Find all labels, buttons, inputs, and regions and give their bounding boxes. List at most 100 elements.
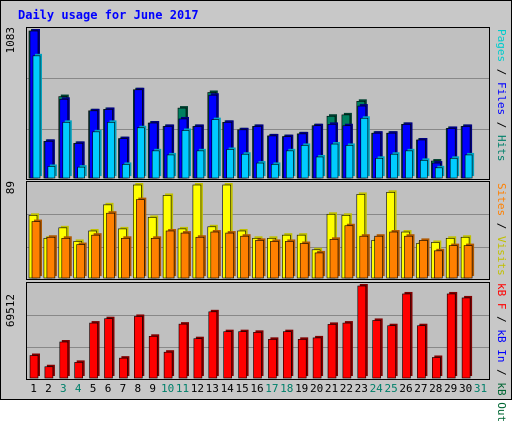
pages-bar xyxy=(122,164,130,179)
kbf-bar xyxy=(461,297,471,379)
sites-bar xyxy=(46,236,56,279)
kbf-bar xyxy=(327,324,337,379)
visits-legend: Sites / Visits xyxy=(495,183,508,276)
pages-bar xyxy=(47,166,56,179)
sites-bar xyxy=(240,235,249,279)
kbf-bar xyxy=(59,341,69,379)
kbf-bar xyxy=(417,325,426,379)
day-tick-label: 12 xyxy=(190,382,205,395)
hits-ymax-label: 1083 xyxy=(4,27,17,54)
kbf-bar xyxy=(148,336,158,379)
day-tick-label: 29 xyxy=(444,382,458,395)
pages-bar xyxy=(181,130,190,179)
hits-files-pages-panel xyxy=(26,27,490,180)
hits-legend: Pages / Files / Hits xyxy=(495,29,508,162)
sites-bar xyxy=(76,244,86,279)
sites-bar xyxy=(121,237,130,279)
day-tick-label: 11 xyxy=(175,382,190,395)
kbf-bar xyxy=(74,362,84,379)
legend-entry: / xyxy=(495,362,508,383)
legend-entry: Pages xyxy=(495,29,508,63)
pages-bar xyxy=(375,158,384,179)
sites-bar xyxy=(359,235,369,279)
pages-bar xyxy=(226,149,234,179)
legend-entry: / xyxy=(495,62,508,82)
sites-bar xyxy=(299,243,309,279)
kbf-bar xyxy=(297,339,307,379)
day-tick-label: 23 xyxy=(354,382,368,395)
day-tick-label: 13 xyxy=(205,382,219,395)
kbf-bar xyxy=(431,357,441,379)
kbf-bar xyxy=(223,331,232,379)
pages-bar xyxy=(420,160,428,179)
kbf-bar xyxy=(402,293,411,379)
kbf-bar xyxy=(89,322,98,379)
legend-entry: / xyxy=(495,309,508,330)
day-tick-label: 22 xyxy=(339,382,354,395)
day-tick-label: 8 xyxy=(134,382,142,395)
sites-bar xyxy=(165,230,175,279)
pages-bar xyxy=(345,145,354,179)
kbf-bar xyxy=(44,366,54,379)
sites-bar xyxy=(225,232,234,279)
pages-bar xyxy=(285,150,294,179)
kbytes-panel xyxy=(26,282,490,380)
sites-bar xyxy=(210,231,220,279)
day-tick-label: 25 xyxy=(384,382,398,395)
kbf-bar xyxy=(372,320,382,379)
pages-bar xyxy=(330,143,339,179)
day-tick-label: 21 xyxy=(324,382,339,395)
sites-bar xyxy=(180,232,190,279)
legend-entry: Visits xyxy=(495,236,508,276)
visits-sites-plot xyxy=(27,183,489,279)
legend-entry: kB F xyxy=(495,283,508,310)
kbf-bar xyxy=(163,351,173,379)
kbf-bar xyxy=(193,338,203,379)
pages-bar xyxy=(241,153,249,179)
day-tick-label: 27 xyxy=(414,382,428,395)
day-tick-label: 7 xyxy=(119,382,127,395)
day-tick-label: 4 xyxy=(74,382,82,395)
kbf-bar xyxy=(178,323,188,379)
pages-bar xyxy=(405,150,413,179)
sites-bar xyxy=(150,237,160,279)
sites-bar xyxy=(448,245,458,279)
kbf-bar xyxy=(29,355,39,379)
pages-bar xyxy=(300,145,309,179)
legend-entry: / xyxy=(495,115,508,135)
kbf-bar xyxy=(134,316,143,379)
sites-bar xyxy=(374,235,384,279)
day-tick-label: 1 xyxy=(30,382,37,395)
day-tick-label: 17 xyxy=(265,382,279,395)
sites-bar xyxy=(106,212,115,279)
day-tick-label: 3 xyxy=(59,382,67,395)
sites-bar xyxy=(91,234,100,279)
kbytes-ymax-label: 69512 xyxy=(4,294,17,328)
sites-bar xyxy=(433,250,443,279)
sites-bar xyxy=(344,225,354,279)
legend-entry: Hits xyxy=(495,135,508,162)
pages-bar xyxy=(464,154,473,179)
pages-bar xyxy=(137,127,145,179)
pages-bar xyxy=(256,162,264,179)
day-tick-label: 31 xyxy=(473,382,488,395)
pages-bar xyxy=(434,167,443,179)
pages-bar xyxy=(62,122,71,179)
kbf-bar xyxy=(208,311,218,379)
kbf-bar xyxy=(268,339,277,379)
day-tick-label: 28 xyxy=(429,382,443,395)
legend-entry: / xyxy=(495,216,508,236)
kbf-bar xyxy=(312,337,322,379)
pages-bar xyxy=(211,119,220,179)
kbf-bar xyxy=(238,331,247,379)
day-tick-label: 9 xyxy=(149,382,156,395)
kbytes-legend: kB F / kB In / kB Out xyxy=(495,283,508,422)
sites-bar xyxy=(270,241,279,279)
hits-files-pages-plot xyxy=(27,29,489,179)
pages-bar xyxy=(92,131,100,179)
day-tick-label: 2 xyxy=(45,382,52,395)
pages-bar xyxy=(107,122,115,179)
chart-title: Daily usage for June 2017 xyxy=(18,8,199,22)
day-tick-label: 30 xyxy=(458,382,473,395)
